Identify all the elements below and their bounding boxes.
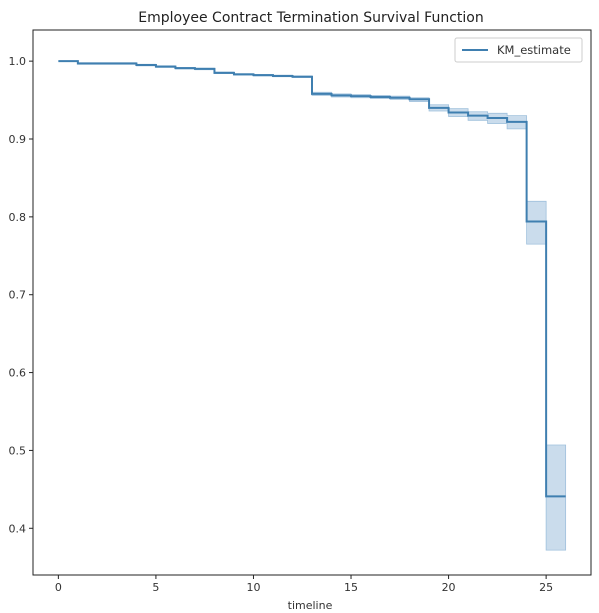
y-tick-label: 1.0	[9, 55, 27, 68]
km-confidence-band	[58, 60, 567, 551]
y-tick-label: 0.7	[9, 289, 27, 302]
survival-line-layer	[58, 60, 566, 498]
x-tick-label: 10	[246, 581, 260, 594]
x-tick-label: 20	[442, 581, 456, 594]
confidence-band-layer	[58, 60, 567, 551]
x-axis: 0 5 10 15 20 25	[55, 575, 553, 594]
y-tick-label: 0.5	[9, 444, 27, 457]
x-tick-label: 0	[55, 581, 62, 594]
y-axis: 0.4 0.5 0.6 0.7 0.8 0.9 1.0	[9, 55, 33, 535]
legend-box	[454, 37, 583, 63]
y-tick-label: 0.9	[9, 133, 27, 146]
y-tick-label: 0.8	[9, 211, 27, 224]
x-tick-label: 5	[152, 581, 159, 594]
y-tick-label: 0.6	[9, 367, 27, 380]
x-tick-label: 15	[344, 581, 358, 594]
plot-area-frame	[32, 29, 592, 576]
chart-title: Employee Contract Termination Survival F…	[138, 10, 483, 26]
y-tick-label: 0.4	[9, 522, 27, 535]
x-tick-label: 25	[539, 581, 553, 594]
km-estimate-line	[58, 60, 566, 498]
legend: KM_estimate	[454, 37, 583, 63]
x-axis-label: timeline	[288, 599, 333, 612]
legend-label: KM_estimate	[497, 43, 571, 57]
